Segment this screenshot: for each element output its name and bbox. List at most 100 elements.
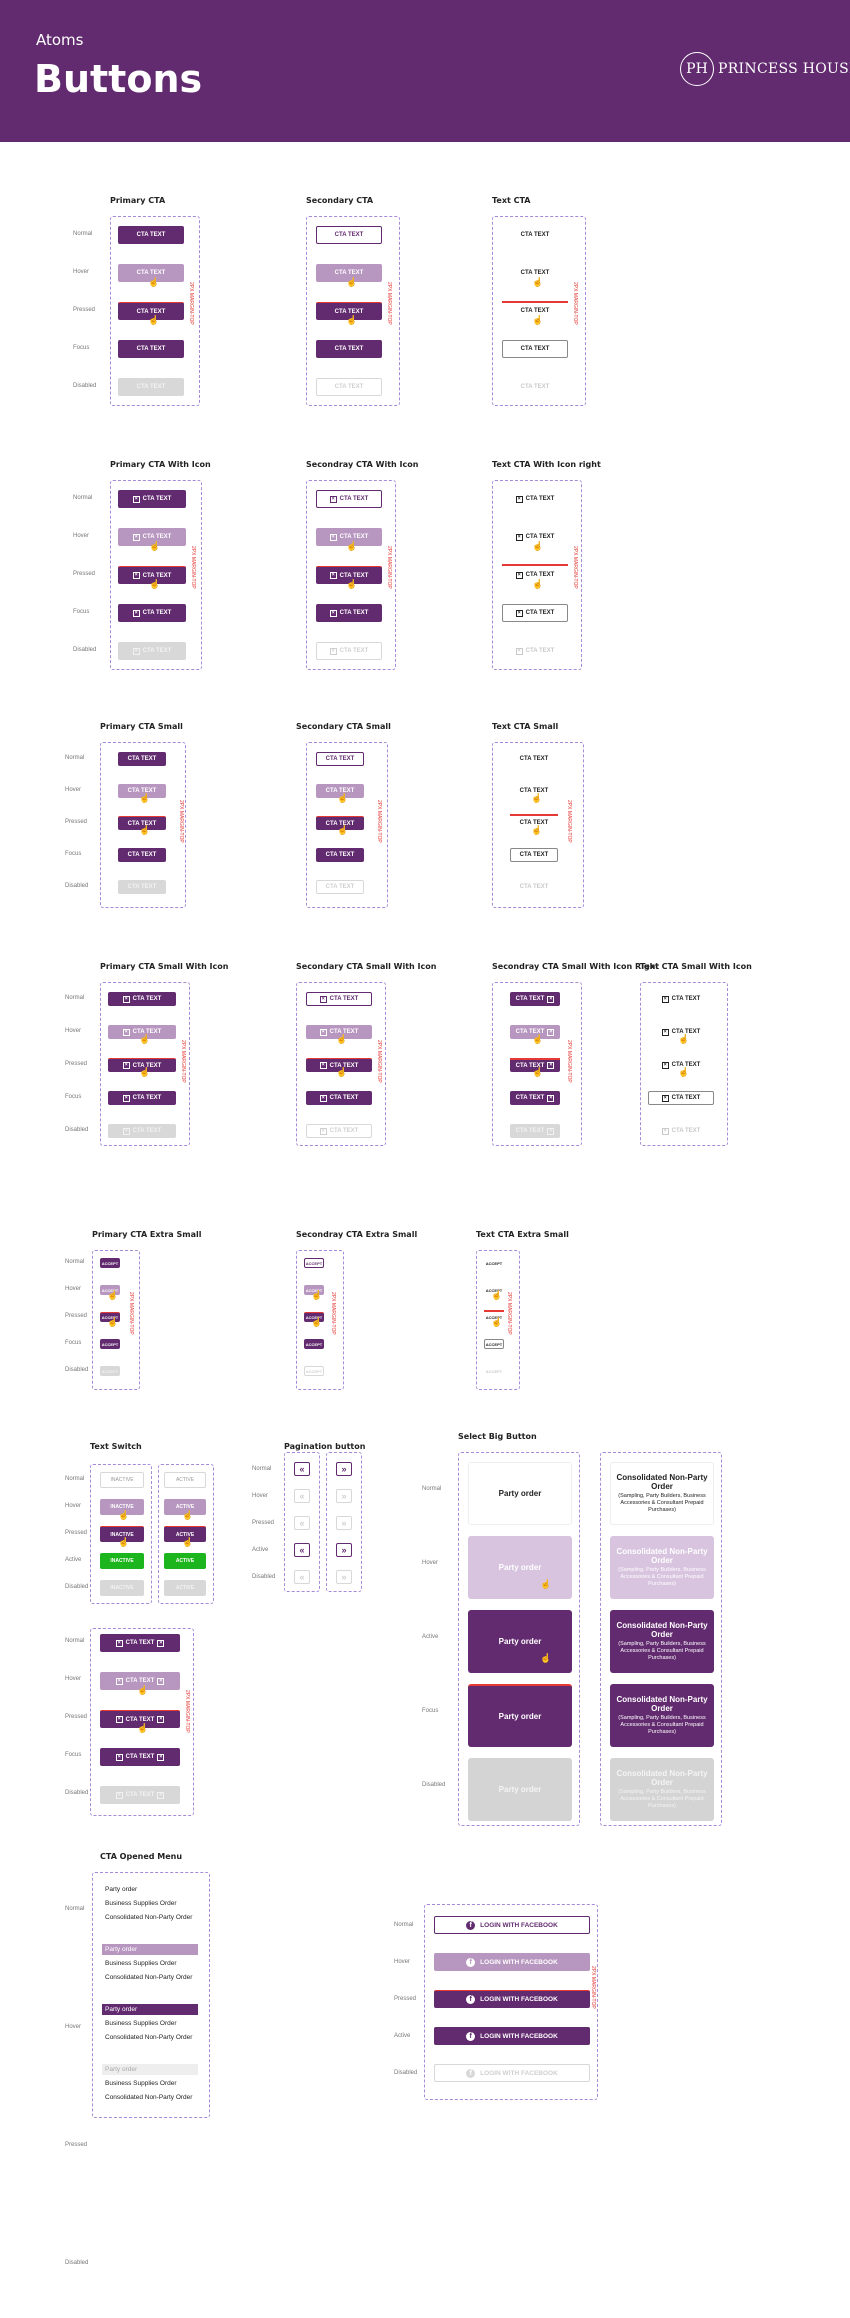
facebook-login-button[interactable]: f LOGIN WITH FACEBOOK	[434, 2027, 590, 2045]
cta-button[interactable]: × CTA TEXT	[108, 1091, 176, 1105]
cta-button[interactable]: CTA TEXT	[510, 880, 558, 894]
facebook-login-button[interactable]: f LOGIN WITH FACEBOOK	[434, 2064, 590, 2082]
cta-button[interactable]: × CTA TEXT	[108, 1025, 176, 1039]
cta-button[interactable]: × CTA TEXT	[502, 566, 568, 584]
prev-page-button[interactable]: «	[294, 1489, 310, 1503]
cta-button[interactable]: × CTA TEXT	[306, 1124, 372, 1138]
cta-button[interactable]: × CTA TEXT	[316, 528, 382, 546]
cta-button[interactable]: × CTA TEXT	[118, 566, 186, 584]
prev-page-button[interactable]: «	[294, 1543, 310, 1557]
cta-button[interactable]: ACCEPT	[100, 1339, 120, 1349]
cta-button[interactable]: CTA TEXT	[118, 226, 184, 244]
cta-button[interactable]: × CTA TEXT	[502, 528, 568, 546]
cta-button[interactable]: × CTA TEXT	[306, 992, 372, 1006]
cta-button[interactable]: CTA TEXT	[118, 264, 184, 282]
cta-button[interactable]: CTA TEXT	[502, 302, 568, 320]
cta-button[interactable]: INACTIVE	[100, 1553, 144, 1569]
cta-button[interactable]: CTA TEXT ×	[510, 1025, 560, 1039]
cta-button[interactable]: × CTA TEXT	[108, 992, 176, 1006]
cta-button[interactable]: INACTIVE	[100, 1526, 144, 1542]
prev-page-button[interactable]: «	[294, 1516, 310, 1530]
cta-button[interactable]: ACCEPT	[484, 1366, 504, 1376]
cta-button[interactable]: CTA TEXT	[510, 752, 558, 766]
cta-button[interactable]: × CTA TEXT	[502, 604, 568, 622]
cta-button[interactable]: CTA TEXT	[502, 340, 568, 358]
cta-button[interactable]: CTA TEXT	[316, 848, 364, 862]
cta-button[interactable]: CTA TEXT	[118, 302, 184, 320]
cta-button[interactable]: × CTA TEXT	[316, 490, 382, 508]
cta-button[interactable]: × CTA TEXT	[502, 642, 568, 660]
cta-button[interactable]: × CTA TEXT	[108, 1124, 176, 1138]
select-big-consolidated[interactable]: Consolidated Non-Party Order (Sampling, P…	[610, 1684, 714, 1747]
facebook-login-button[interactable]: f LOGIN WITH FACEBOOK	[434, 1916, 590, 1934]
select-big-party[interactable]: Party order	[468, 1536, 572, 1599]
cta-button[interactable]: ACCEPT	[484, 1258, 504, 1268]
select-big-party[interactable]: Party order	[468, 1610, 572, 1673]
cta-button[interactable]: ACCEPT	[304, 1258, 324, 1268]
prev-page-button[interactable]: «	[294, 1462, 310, 1476]
cta-button[interactable]: CTA TEXT	[502, 378, 568, 396]
cta-button[interactable]: CTA TEXT ×	[510, 1124, 560, 1138]
cta-button[interactable]: CTA TEXT	[316, 752, 364, 766]
cta-button[interactable]: × CTA TEXT	[502, 490, 568, 508]
cta-button[interactable]: × CTA TEXT ×	[100, 1786, 180, 1804]
facebook-login-button[interactable]: f LOGIN WITH FACEBOOK	[434, 1990, 590, 2008]
cta-button[interactable]: INACTIVE	[100, 1580, 144, 1596]
cta-button[interactable]: ACTIVE	[164, 1526, 206, 1542]
facebook-login-button[interactable]: f LOGIN WITH FACEBOOK	[434, 1953, 590, 1971]
cta-button[interactable]: ACCEPT	[484, 1285, 504, 1295]
cta-button[interactable]: × CTA TEXT	[648, 992, 714, 1006]
menu-item[interactable]: Consolidated Non-Party Order	[105, 1914, 193, 1921]
cta-button[interactable]: CTA TEXT	[118, 752, 166, 766]
menu-item[interactable]: Party order	[102, 1944, 198, 1955]
cta-button[interactable]: ACCEPT	[100, 1285, 120, 1295]
cta-button[interactable]: CTA TEXT	[316, 880, 364, 894]
next-page-button[interactable]: »	[336, 1543, 352, 1557]
cta-button[interactable]: CTA TEXT	[118, 378, 184, 396]
cta-button[interactable]: CTA TEXT ×	[510, 1091, 560, 1105]
next-page-button[interactable]: »	[336, 1570, 352, 1584]
cta-button[interactable]: × CTA TEXT	[118, 642, 186, 660]
cta-button[interactable]: ACTIVE	[164, 1580, 206, 1596]
cta-button[interactable]: CTA TEXT	[510, 816, 558, 830]
menu-item[interactable]: Consolidated Non-Party Order	[105, 2094, 193, 2101]
cta-button[interactable]: × CTA TEXT	[648, 1025, 714, 1039]
cta-button[interactable]: × CTA TEXT ×	[100, 1710, 180, 1728]
cta-button[interactable]: CTA TEXT	[502, 264, 568, 282]
cta-button[interactable]: × CTA TEXT	[118, 604, 186, 622]
menu-item[interactable]: Business Supplies Order	[105, 2080, 177, 2087]
cta-button[interactable]: × CTA TEXT	[648, 1091, 714, 1105]
cta-button[interactable]: × CTA TEXT	[118, 528, 186, 546]
cta-button[interactable]: × CTA TEXT	[316, 604, 382, 622]
cta-button[interactable]: CTA TEXT	[510, 848, 558, 862]
cta-button[interactable]: × CTA TEXT	[648, 1058, 714, 1072]
cta-button[interactable]: ACCEPT	[484, 1339, 504, 1349]
cta-button[interactable]: CTA TEXT	[316, 226, 382, 244]
cta-button[interactable]: ACCEPT	[304, 1285, 324, 1295]
menu-item[interactable]: Consolidated Non-Party Order	[105, 2034, 193, 2041]
cta-button[interactable]: ACCEPT	[304, 1312, 324, 1322]
cta-button[interactable]: ACCEPT	[304, 1339, 324, 1349]
cta-button[interactable]: × CTA TEXT	[118, 490, 186, 508]
menu-item[interactable]: Business Supplies Order	[105, 2020, 177, 2027]
menu-item[interactable]: Party order	[102, 2064, 198, 2075]
select-big-party[interactable]: Party order	[468, 1684, 572, 1747]
cta-button[interactable]: CTA TEXT ×	[510, 992, 560, 1006]
cta-button[interactable]: × CTA TEXT	[316, 566, 382, 584]
menu-item[interactable]: Business Supplies Order	[105, 1900, 177, 1907]
cta-button[interactable]: ACCEPT	[304, 1366, 324, 1376]
cta-button[interactable]: × CTA TEXT ×	[100, 1748, 180, 1766]
cta-button[interactable]: × CTA TEXT ×	[100, 1672, 180, 1690]
cta-button[interactable]: ACTIVE	[164, 1553, 206, 1569]
cta-button[interactable]: × CTA TEXT ×	[100, 1634, 180, 1652]
cta-button[interactable]: × CTA TEXT	[306, 1091, 372, 1105]
menu-item[interactable]: Party order	[105, 1886, 138, 1893]
cta-button[interactable]: CTA TEXT	[316, 302, 382, 320]
cta-button[interactable]: CTA TEXT	[316, 340, 382, 358]
cta-button[interactable]: × CTA TEXT	[306, 1025, 372, 1039]
cta-button[interactable]: CTA TEXT	[118, 340, 184, 358]
cta-button[interactable]: CTA TEXT	[510, 784, 558, 798]
cta-button[interactable]: INACTIVE	[100, 1472, 144, 1488]
cta-button[interactable]: CTA TEXT	[118, 848, 166, 862]
cta-button[interactable]: CTA TEXT	[316, 816, 364, 830]
